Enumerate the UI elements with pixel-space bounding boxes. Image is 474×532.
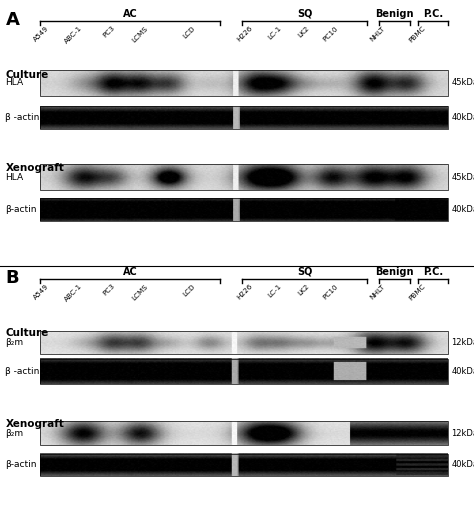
Text: β₂m: β₂m — [5, 338, 23, 347]
Bar — [40, 106, 448, 129]
Text: B: B — [6, 269, 19, 287]
Text: A549: A549 — [32, 283, 50, 301]
Text: H226: H226 — [236, 283, 254, 301]
Text: AC: AC — [123, 9, 138, 19]
Text: 12kDa: 12kDa — [451, 338, 474, 347]
Text: AC: AC — [123, 267, 138, 277]
Text: β₂m: β₂m — [5, 429, 23, 438]
Text: 40kDa: 40kDa — [451, 205, 474, 214]
Text: A549: A549 — [32, 25, 50, 43]
Text: PC3: PC3 — [102, 283, 116, 297]
Text: PC3: PC3 — [102, 25, 116, 39]
Text: 45kDa: 45kDa — [451, 173, 474, 181]
Bar — [40, 331, 448, 354]
Text: β-actin: β-actin — [5, 461, 36, 469]
Text: SQ: SQ — [297, 9, 312, 19]
Text: LCMS: LCMS — [131, 283, 149, 301]
Text: 40kDa: 40kDa — [451, 367, 474, 376]
Text: LCD: LCD — [182, 25, 197, 39]
Bar — [40, 421, 448, 445]
Text: A: A — [6, 11, 19, 29]
Text: LCD: LCD — [182, 283, 197, 297]
Text: ABC-1: ABC-1 — [63, 283, 83, 303]
Text: P.C.: P.C. — [423, 267, 443, 277]
Text: LC-1: LC-1 — [266, 25, 282, 41]
Text: 40kDa: 40kDa — [451, 113, 474, 122]
Text: ABC-1: ABC-1 — [63, 25, 83, 45]
Text: β-actin: β-actin — [5, 205, 36, 214]
Text: PC10: PC10 — [321, 25, 339, 43]
Text: H226: H226 — [236, 25, 254, 43]
Text: β -actin: β -actin — [5, 113, 39, 122]
Text: LCMS: LCMS — [131, 25, 149, 43]
Text: Culture: Culture — [6, 70, 49, 80]
Text: PBMC: PBMC — [408, 25, 427, 44]
Bar — [40, 70, 448, 96]
Text: 12kDa: 12kDa — [451, 429, 474, 438]
Text: PBMC: PBMC — [408, 283, 427, 302]
Text: LC-1: LC-1 — [266, 283, 282, 299]
Text: P.C.: P.C. — [423, 9, 443, 19]
Text: HLA: HLA — [5, 79, 23, 87]
Text: NHLT: NHLT — [369, 25, 386, 42]
Text: Benign: Benign — [375, 9, 414, 19]
Text: SQ: SQ — [297, 267, 312, 277]
Bar — [40, 164, 448, 190]
Bar — [40, 454, 448, 476]
Text: LK2: LK2 — [297, 283, 310, 297]
Text: Xenograft: Xenograft — [6, 419, 64, 429]
Text: Xenograft: Xenograft — [6, 163, 64, 173]
Text: PC10: PC10 — [321, 283, 339, 301]
Text: Culture: Culture — [6, 328, 49, 338]
Text: Benign: Benign — [375, 267, 414, 277]
Bar — [40, 198, 448, 221]
Bar — [40, 359, 448, 384]
Text: β -actin: β -actin — [5, 367, 39, 376]
Text: 45kDa: 45kDa — [451, 79, 474, 87]
Text: 40kDa: 40kDa — [451, 461, 474, 469]
Text: LK2: LK2 — [297, 25, 310, 39]
Text: NHLT: NHLT — [369, 283, 386, 300]
Text: HLA: HLA — [5, 173, 23, 181]
